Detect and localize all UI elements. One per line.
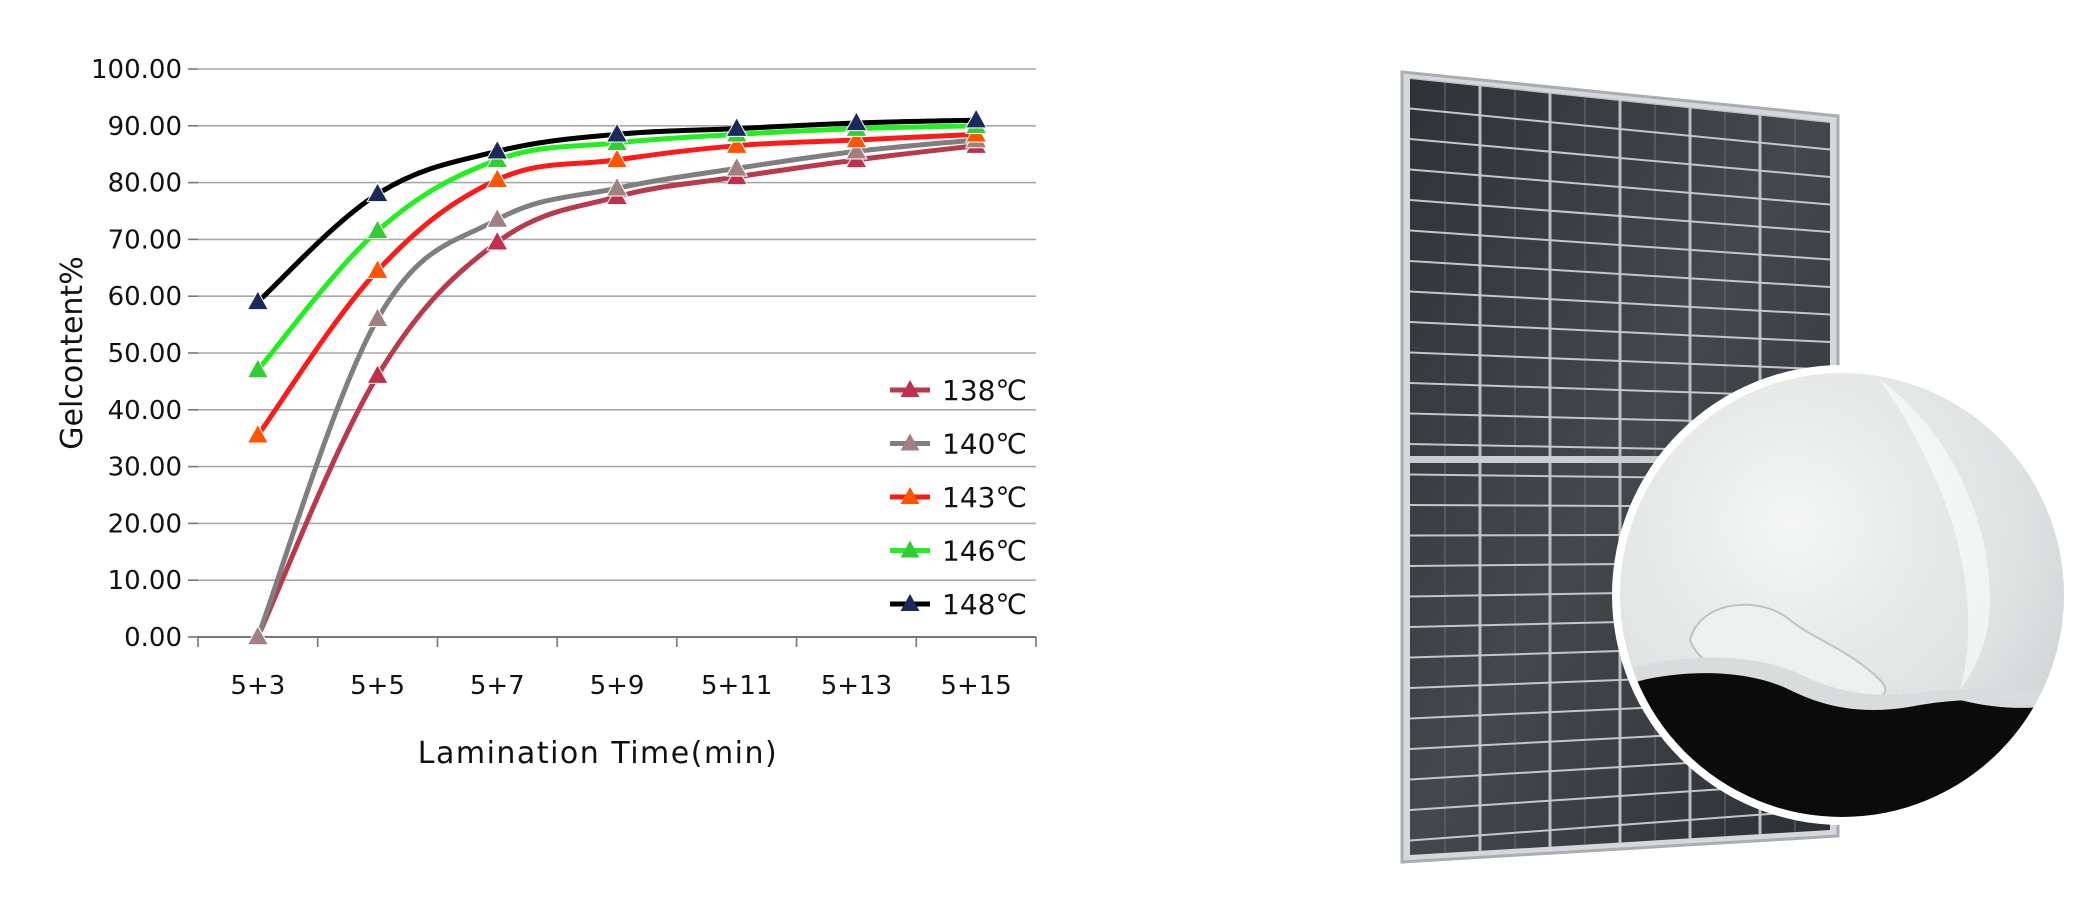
cell-row-divider (1410, 351, 1830, 371)
data-point-marker (366, 258, 389, 279)
series-markers (246, 108, 988, 646)
film-fold-2 (1620, 657, 2064, 720)
data-point-marker (366, 363, 389, 384)
data-point-marker (246, 624, 270, 646)
data-point-marker (485, 167, 509, 188)
data-point-marker (845, 110, 868, 132)
y-tick-label: 30.00 (108, 453, 182, 483)
gel-content-chart: 0.00 10.00 20.00 30.00 40.00 50.00 60.00 70.00 8… (55, 55, 1037, 771)
data-point-marker (485, 230, 509, 251)
data-point-marker (485, 139, 509, 160)
cell-row-divider (1410, 107, 1830, 151)
x-tick-label: 5+13 (821, 671, 892, 701)
data-point-marker (845, 139, 868, 160)
x-axis-title: Lamination Time(min) (418, 736, 778, 771)
legend-swatch-marker (900, 487, 920, 504)
legend-swatch-marker (900, 594, 920, 611)
data-point-marker (725, 116, 749, 137)
y-tick-label: 50.00 (108, 339, 182, 369)
y-tick-label: 10.00 (108, 566, 182, 596)
data-point-marker (366, 306, 389, 328)
data-point-marker (605, 176, 629, 197)
cell-row-divider (1410, 321, 1830, 343)
cell-row-divider (1410, 229, 1830, 261)
y-tick-label: 70.00 (108, 225, 182, 255)
series-line (255, 137, 979, 640)
x-tick-label: 5+15 (940, 671, 1011, 701)
y-tick-label: 0.00 (124, 623, 182, 653)
legend-swatch-marker (900, 433, 920, 451)
data-point-marker (725, 133, 749, 154)
x-tick-label: 5+11 (701, 671, 772, 701)
y-tick-label: 20.00 (108, 509, 182, 539)
legend-label: 143℃ (942, 481, 1027, 514)
data-point-marker (246, 358, 270, 379)
data-point-marker (366, 218, 389, 240)
legend-swatch-marker (900, 540, 920, 558)
y-tick-label: 90.00 (108, 112, 182, 142)
legend-label: 148℃ (942, 588, 1027, 621)
x-axis (197, 637, 1037, 647)
film-closeup-inset (1612, 365, 2072, 825)
solar-panel-photo (1400, 70, 2072, 864)
series-line (255, 143, 979, 640)
cell-row-divider (1410, 168, 1830, 206)
y-tick-label: 100.00 (91, 55, 182, 85)
data-point-marker (246, 423, 270, 444)
y-tick-label: 40.00 (108, 396, 182, 426)
cell-row-divider (1410, 808, 1830, 842)
data-point-marker (845, 127, 868, 149)
data-point-marker (964, 108, 988, 129)
data-point-marker (605, 147, 629, 169)
data-point-marker (725, 156, 749, 177)
x-tick-label: 5+7 (470, 671, 525, 701)
y-tick-label: 60.00 (108, 282, 182, 312)
x-tick-label: 5+3 (230, 671, 285, 701)
data-point-marker (246, 289, 270, 311)
x-tick-label: 5+5 (350, 671, 405, 701)
cell-row-divider (1410, 199, 1830, 233)
x-tick-labels: 5+3 5+5 5+7 5+9 5+11 5+13 5+15 (230, 671, 1011, 701)
cell-row-divider (1410, 290, 1830, 316)
data-point-marker (605, 122, 629, 143)
data-point-marker (366, 181, 389, 203)
legend-label: 138℃ (942, 374, 1027, 407)
legend-label: 146℃ (942, 535, 1027, 568)
legend-label: 140℃ (942, 428, 1027, 461)
cell-row-divider (1410, 138, 1830, 178)
y-axis-title: Gelcontent% (55, 256, 90, 449)
y-tick-labels: 0.00 10.00 20.00 30.00 40.00 50.00 60.00 70.00 8… (91, 55, 182, 653)
cell-row-divider (1410, 260, 1830, 288)
legend-swatch-marker (900, 380, 920, 397)
y-tick-label: 80.00 (108, 169, 182, 199)
panel-center-gap (1410, 456, 1830, 463)
x-tick-label: 5+9 (590, 671, 645, 701)
data-point-marker (485, 207, 509, 228)
film-sheen (1880, 380, 1990, 690)
legend: 138℃ 140℃ 143℃ 146℃ 148℃ (890, 374, 1027, 621)
